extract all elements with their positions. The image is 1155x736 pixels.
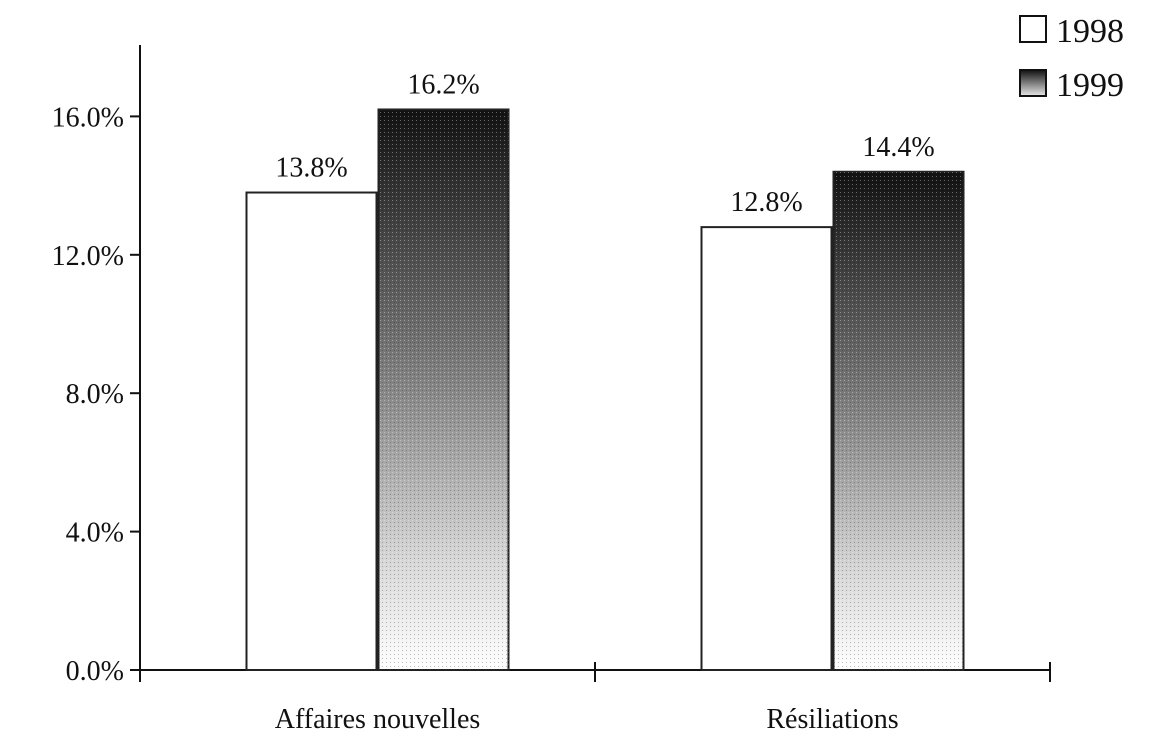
bars [245,108,965,672]
category-labels: Affaires nouvelles Résiliations [275,704,899,735]
data-labels: 13.8% 16.2% 12.8% 14.4% [275,69,934,218]
y-ticks: 0.0% 4.0% 8.0% 12.0% 16.0% [52,102,140,687]
data-label-1999-0: 16.2% [407,69,479,100]
legend-label-1999: 1999 [1056,67,1124,104]
data-label-1998-0: 13.8% [275,153,347,184]
bar-1998-0 [245,191,378,672]
bar-1998-1 [700,226,833,671]
legend: 1998 1999 [1019,13,1124,104]
data-label-1999-1: 14.4% [862,132,934,163]
legend-swatch-1998 [1019,15,1047,43]
y-tick-label: 0.0% [66,656,124,687]
category-label: Résiliations [766,704,898,735]
legend-swatch-1999 [1019,69,1047,97]
data-label-1998-1: 12.8% [730,187,802,218]
y-tick-label: 12.0% [52,241,124,272]
y-tick-label: 16.0% [52,102,124,133]
legend-label-1998: 1998 [1056,13,1124,50]
category-label: Affaires nouvelles [275,704,481,735]
y-tick-label: 4.0% [66,518,124,549]
bar-texture-1999-1 [833,171,964,670]
y-tick-label: 8.0% [66,379,124,410]
bar-texture-1999-0 [378,109,509,671]
